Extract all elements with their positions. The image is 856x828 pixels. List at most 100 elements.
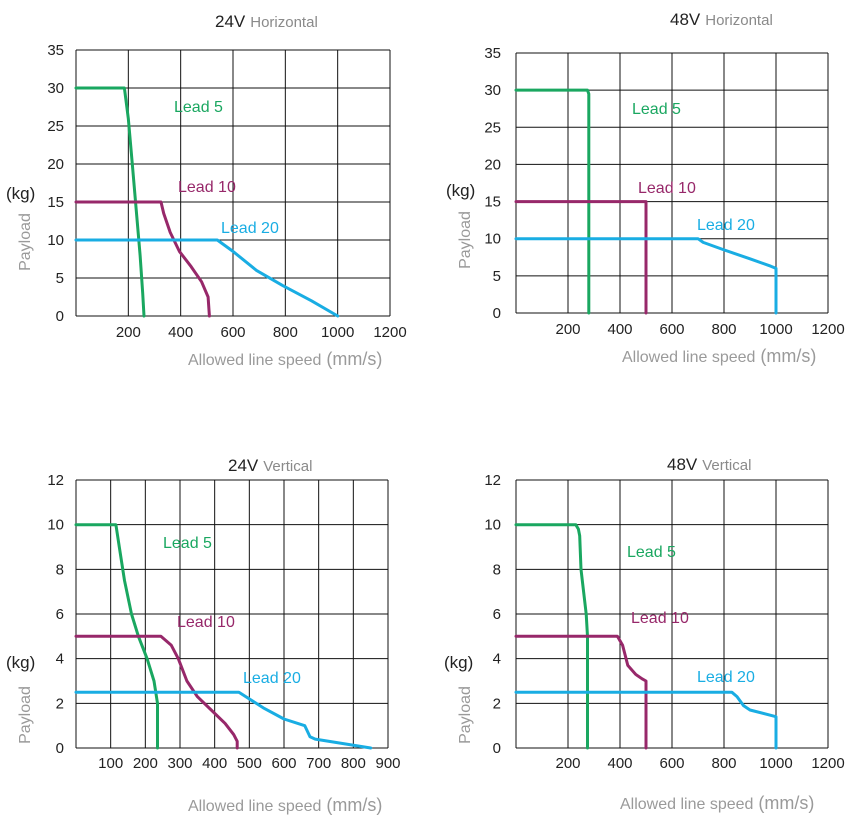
chart-title: 48V Horizontal [670, 10, 773, 29]
x-tick-label: 900 [375, 755, 400, 772]
series-label-lead-5: Lead 5 [632, 101, 681, 118]
y-tick-label: 30 [47, 80, 64, 97]
series-line-lead-10 [514, 634, 648, 750]
x-tick-label: 400 [607, 755, 632, 772]
x-tick-label: 400 [168, 324, 193, 341]
chart-title-voltage: 24V [228, 456, 259, 475]
chart-1: 0 5 10 15 20 25 30 35 200 400 600 800 1000 1200 24V Hor… [6, 12, 407, 369]
chart-title-orientation: Vertical [702, 457, 751, 474]
x-tick-label: 400 [202, 755, 227, 772]
y-tick-label: 5 [56, 270, 64, 287]
series-line-lead-20 [514, 237, 778, 315]
y-tick-label: 10 [484, 517, 501, 534]
x-axis-label: Allowed line speed (mm/s) [188, 795, 382, 815]
y-tick-label: 10 [484, 231, 501, 248]
y-tick-label: 2 [56, 695, 64, 712]
chart-title: 24V Vertical [228, 456, 312, 475]
y-axis-unit: (kg) [6, 184, 35, 203]
series-label-lead-10: Lead 10 [177, 614, 235, 631]
y-tick-label: 20 [47, 156, 64, 173]
x-axis-title: Allowed line speed [620, 796, 753, 813]
y-tick-label: 0 [56, 740, 64, 757]
series-label-lead-5: Lead 5 [163, 535, 212, 552]
x-tick-label: 400 [607, 321, 632, 338]
x-tick-label: 200 [133, 755, 158, 772]
chart-3: 0 2 4 6 8 10 12 100 200 300 400 500 600 700 800 900 24V V… [6, 456, 401, 815]
series-label-lead-20: Lead 20 [243, 670, 301, 687]
y-axis-unit: (kg) [6, 653, 35, 672]
x-tick-label: 600 [271, 755, 296, 772]
chart-title: 48V Vertical [667, 455, 751, 474]
x-tick-label: 800 [711, 755, 736, 772]
y-tick-label: 0 [493, 740, 501, 757]
y-tick-label: 30 [484, 82, 501, 99]
x-axis-title: Allowed line speed [188, 798, 321, 815]
x-tick-label: 800 [341, 755, 366, 772]
y-axis-label: Payload [457, 686, 474, 744]
y-axis-label: Payload [17, 686, 34, 744]
y-tick-label: 15 [47, 194, 64, 211]
y-tick-label: 0 [56, 308, 64, 325]
chart-4: 0 2 4 6 8 10 12 200 400 600 800 1000 1200 48V Vertical… [444, 455, 845, 813]
y-tick-label: 10 [47, 517, 64, 534]
y-tick-label: 4 [56, 651, 64, 668]
chart-title-orientation: Horizontal [250, 14, 318, 31]
x-axis-title: Allowed line speed [188, 352, 321, 369]
y-tick-label: 6 [56, 606, 64, 623]
x-tick-label: 1200 [811, 755, 844, 772]
series-label-lead-5: Lead 5 [627, 544, 676, 561]
x-tick-label: 1000 [759, 755, 792, 772]
y-tick-label: 6 [493, 606, 501, 623]
series-label-lead-10: Lead 10 [638, 180, 696, 197]
series-label-lead-10: Lead 10 [178, 179, 236, 196]
x-tick-label: 200 [116, 324, 141, 341]
x-tick-label: 200 [555, 321, 580, 338]
x-tick-label: 300 [167, 755, 192, 772]
y-axis-unit: (kg) [444, 653, 473, 672]
series-line-lead-5 [74, 86, 146, 318]
x-axis-unit: (mm/s) [326, 349, 382, 369]
x-tick-label: 600 [220, 324, 245, 341]
y-tick-label: 35 [47, 42, 64, 59]
series-line-lead-5 [514, 523, 589, 750]
series-line-lead-10 [514, 200, 648, 315]
y-axis-label: Payload [17, 213, 34, 271]
series-label-lead-20: Lead 20 [697, 669, 755, 686]
y-tick-label: 25 [47, 118, 64, 135]
x-tick-label: 700 [306, 755, 331, 772]
y-tick-label: 15 [484, 194, 501, 211]
chart-title-voltage: 48V [670, 10, 701, 29]
x-tick-label: 800 [273, 324, 298, 341]
x-tick-label: 1000 [759, 321, 792, 338]
x-tick-label: 200 [555, 755, 580, 772]
y-tick-label: 10 [47, 232, 64, 249]
series-line-lead-20 [514, 690, 778, 750]
y-tick-label: 20 [484, 156, 501, 173]
y-tick-label: 4 [493, 651, 501, 668]
x-axis-label: Allowed line speed (mm/s) [620, 793, 814, 813]
y-tick-label: 12 [47, 472, 64, 489]
y-tick-label: 0 [493, 305, 501, 322]
series-label-lead-5: Lead 5 [174, 99, 223, 116]
y-tick-label: 25 [484, 119, 501, 136]
series-line-lead-20 [74, 690, 373, 750]
x-tick-label: 1200 [811, 321, 844, 338]
y-axis-label: Payload [457, 211, 474, 269]
x-tick-label: 500 [237, 755, 262, 772]
x-tick-label: 1000 [321, 324, 354, 341]
x-tick-label: 1200 [373, 324, 406, 341]
series-label-lead-20: Lead 20 [221, 220, 279, 237]
x-axis-label: Allowed line speed (mm/s) [188, 349, 382, 369]
y-tick-label: 35 [484, 45, 501, 62]
x-axis-unit: (mm/s) [326, 795, 382, 815]
x-tick-label: 600 [659, 755, 684, 772]
chart-title-orientation: Vertical [263, 458, 312, 475]
series-line-lead-5 [514, 88, 591, 315]
chart-title: 24V Horizontal [215, 12, 318, 31]
series-line-lead-10 [74, 634, 239, 750]
series-line-lead-20 [74, 238, 340, 318]
series-line-lead-10 [74, 200, 211, 318]
x-tick-label: 600 [659, 321, 684, 338]
series-label-lead-20: Lead 20 [697, 217, 755, 234]
